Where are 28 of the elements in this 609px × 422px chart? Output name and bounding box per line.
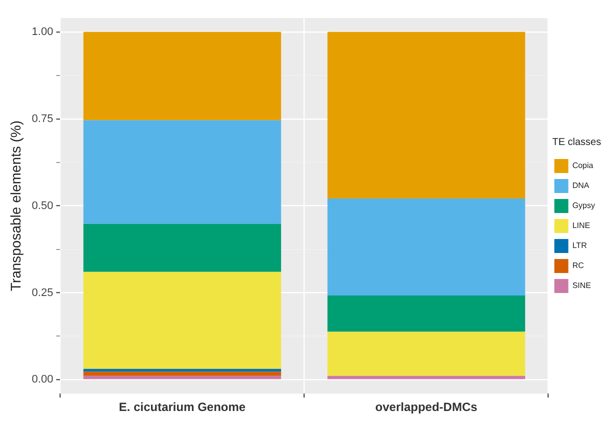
bar bbox=[83, 368, 282, 372]
legend-label: SINE bbox=[572, 281, 591, 290]
legend-label: RC bbox=[572, 261, 584, 270]
bar bbox=[327, 32, 526, 198]
bar bbox=[83, 372, 282, 376]
legend-label: LTR bbox=[572, 241, 588, 250]
y-tick-label: 0.25 bbox=[32, 286, 54, 299]
bar bbox=[327, 198, 526, 296]
y-tick-label: 1.00 bbox=[32, 26, 54, 38]
legend-label: LINE bbox=[572, 221, 590, 230]
bar bbox=[83, 224, 282, 272]
bar bbox=[327, 332, 526, 376]
legend-label: DNA bbox=[572, 181, 590, 190]
legend-label: Gypsy bbox=[572, 201, 595, 210]
bar bbox=[327, 296, 526, 332]
bar bbox=[83, 32, 282, 120]
y-tick-label: 0.50 bbox=[32, 200, 54, 212]
legend-title: TE classes bbox=[552, 136, 602, 148]
legend-label: Copia bbox=[572, 161, 594, 170]
y-tick-label: 0.75 bbox=[32, 112, 54, 125]
y-axis-title: Transposable elements (%) bbox=[7, 120, 24, 292]
bar bbox=[83, 376, 282, 380]
x-tick-label: E. cicutarium Genome bbox=[118, 400, 246, 414]
x-tick-label: overlapped-DMCs bbox=[375, 400, 478, 414]
y-tick-label: 0.00 bbox=[32, 374, 54, 386]
bar bbox=[83, 120, 282, 224]
bar bbox=[83, 272, 282, 369]
bar bbox=[327, 376, 526, 380]
